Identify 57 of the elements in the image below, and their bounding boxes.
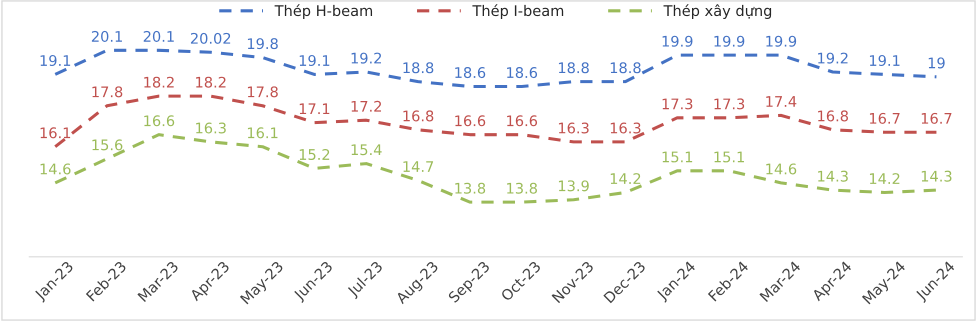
data-label: 17.8: [248, 86, 278, 98]
data-label: 14.3: [818, 170, 848, 182]
data-label: 17.8: [92, 86, 122, 98]
data-label: 17.3: [662, 98, 692, 110]
data-label: 14.2: [870, 173, 900, 184]
data-label: 16.3: [610, 122, 640, 134]
data-label: 20.1: [92, 30, 122, 42]
data-label: 16.7: [922, 112, 952, 124]
data-label: 19.2: [818, 52, 848, 64]
data-label: 16.6: [507, 115, 538, 126]
data-label: 17.4: [766, 96, 796, 107]
data-label: 19.9: [766, 36, 796, 47]
data-label: 19: [928, 57, 945, 68]
data-label: 16.6: [455, 115, 486, 126]
data-label: 13.8: [507, 182, 537, 194]
data-label: 18.6: [455, 67, 486, 78]
data-label: 19.1: [870, 55, 900, 66]
data-label: 15.1: [662, 152, 692, 162]
data-label: 14.7: [403, 161, 434, 172]
data-label: 20.1: [144, 30, 174, 42]
data-label: 14.2: [610, 173, 640, 184]
data-label: 19.8: [248, 38, 278, 50]
data-label: 19.9: [714, 36, 744, 47]
data-label: 18.6: [507, 67, 538, 78]
data-label: 16.3: [558, 122, 589, 134]
data-label: 16.3: [196, 122, 226, 134]
data-label: 19.1: [40, 55, 70, 66]
data-label: 16.8: [403, 110, 434, 122]
data-label: 15.6: [92, 139, 122, 150]
data-label: 13.9: [558, 180, 589, 192]
legend-label: Thép H-beam: [274, 4, 372, 19]
data-label: 16.1: [40, 127, 70, 138]
data-label: 17.1: [300, 103, 330, 114]
data-label: 16.8: [818, 110, 848, 122]
data-label: 16.7: [870, 112, 900, 124]
data-label: 14.6: [766, 163, 796, 174]
legend-label: Thép I-beam: [472, 4, 564, 19]
data-label: 15.2: [300, 148, 330, 160]
data-label: 19.9: [662, 36, 692, 47]
data-label: 13.8: [455, 182, 486, 194]
data-label: 18.8: [403, 62, 434, 74]
data-label: 16.1: [248, 127, 278, 138]
data-label: 17.3: [714, 98, 744, 110]
data-label: 14.3: [922, 170, 952, 182]
data-label: 18.2: [144, 76, 174, 88]
data-label: 18.8: [610, 62, 641, 74]
data-label: 16.6: [144, 115, 174, 126]
data-label: 15.4: [352, 144, 382, 156]
data-label: 19.1: [300, 55, 330, 66]
data-label: 19.2: [352, 52, 382, 64]
data-label: 14.6: [40, 163, 71, 174]
data-label: 20.02: [190, 32, 230, 44]
data-label: 17.2: [352, 100, 382, 112]
data-label: 18.2: [196, 76, 226, 88]
data-label: 15.1: [714, 152, 744, 162]
data-label: 18.8: [558, 62, 589, 74]
legend-label: Thép xây dựng: [664, 4, 772, 19]
